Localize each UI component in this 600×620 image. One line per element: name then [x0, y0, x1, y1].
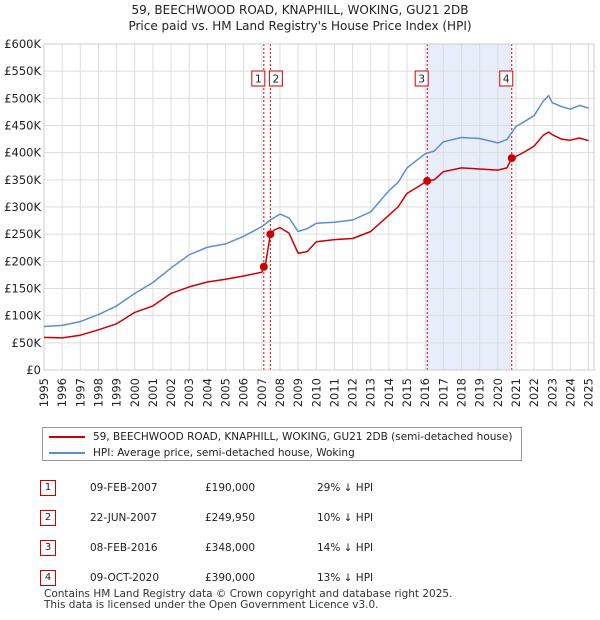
transaction-date: 09-OCT-2020 — [90, 572, 159, 584]
plot-border — [43, 43, 595, 371]
y-tick-label: £100K — [4, 309, 41, 323]
transaction-price: £249,950 — [205, 512, 256, 524]
transaction-price: £390,000 — [205, 572, 256, 584]
transactions-table: 1 09-FEB-2007 £190,000 29% ↓ HPI 2 22-JUN-200… — [40, 473, 417, 593]
legend-label-hpi: HPI: Average price, semi-detached house,… — [93, 447, 355, 459]
transaction-point — [423, 176, 432, 185]
legend-item-property: 59, BEECHWOOD ROAD, KNAPHILL, WOKING, GU… — [49, 430, 512, 444]
x-tick-label: 2021 — [509, 378, 523, 407]
x-tick-label: 1999 — [110, 378, 124, 407]
x-tick-label: 2005 — [219, 378, 233, 407]
x-tick-label: 2010 — [309, 378, 323, 407]
y-tick-label: £400K — [4, 146, 41, 160]
y-tick-label: £550K — [4, 64, 41, 78]
transaction-price: £348,000 — [205, 542, 256, 554]
x-tick-label: 2012 — [346, 378, 360, 407]
x-tick-label: 2015 — [400, 378, 414, 407]
x-tick-label: 2000 — [128, 378, 142, 407]
x-tick-label: 2002 — [164, 378, 178, 407]
x-tick-label: 2008 — [273, 378, 287, 407]
x-tick-label: 2025 — [582, 378, 596, 407]
transaction-marker-box — [414, 70, 429, 87]
transaction-point — [259, 262, 268, 271]
transaction-marker-label: 2 — [273, 74, 280, 86]
y-tick-label: £150K — [4, 282, 41, 296]
y-tick-label: £350K — [4, 173, 41, 187]
transaction-point — [266, 230, 275, 239]
x-tick-label: 2013 — [364, 378, 378, 407]
y-tick-label: £0 — [26, 363, 41, 377]
x-tick-label: 2006 — [237, 378, 251, 407]
y-tick-label: £200K — [4, 254, 41, 268]
x-tick-label: 2019 — [473, 378, 487, 407]
transaction-marker-box — [251, 70, 266, 87]
x-tick-label: 2011 — [327, 378, 341, 407]
footer-copyright: Contains HM Land Registry data © Crown c… — [44, 588, 453, 600]
transaction-date: 09-FEB-2007 — [90, 482, 158, 494]
transaction-point — [507, 154, 516, 163]
transaction-row: 1 09-FEB-2007 £190,000 29% ↓ HPI — [40, 473, 417, 503]
y-tick-label: £600K — [4, 37, 41, 51]
legend-swatch-hpi — [49, 452, 85, 454]
x-tick-label: 2004 — [200, 378, 214, 407]
y-tick-label: £450K — [4, 119, 41, 133]
x-tick-label: 2014 — [382, 378, 396, 407]
chart-subtitle: Price paid vs. HM Land Registry's House … — [128, 19, 472, 33]
x-tick-label: 2016 — [418, 378, 432, 407]
transaction-marker-label: 3 — [418, 74, 425, 86]
transaction-marker-label: 4 — [503, 74, 510, 86]
transaction-number: 3 — [40, 540, 56, 556]
chart-legend: 59, BEECHWOOD ROAD, KNAPHILL, WOKING, GU… — [42, 427, 522, 461]
legend-item-hpi: HPI: Average price, semi-detached house,… — [49, 446, 355, 460]
transaction-hpi-diff: 13% ↓ HPI — [317, 572, 374, 584]
x-tick-label: 2017 — [436, 378, 450, 407]
footer-license: This data is licensed under the Open Gov… — [44, 599, 379, 611]
price-chart: £0 £50K £100K £150K £200K £250K £300K £350K £400… — [4, 37, 596, 407]
x-tick-label: 1996 — [55, 378, 69, 407]
transaction-date: 22-JUN-2007 — [90, 512, 157, 524]
chart-title: 59, BEECHWOOD ROAD, KNAPHILL, WOKING, GU… — [131, 3, 469, 17]
transaction-row: 3 08-FEB-2016 £348,000 14% ↓ HPI — [40, 533, 417, 563]
x-tick-label: 2023 — [545, 378, 559, 407]
x-tick-label: 2009 — [291, 378, 305, 407]
x-tick-label: 1995 — [37, 378, 51, 407]
y-tick-label: £500K — [4, 91, 41, 105]
transaction-hpi-diff: 14% ↓ HPI — [317, 542, 374, 554]
transaction-number: 4 — [40, 570, 56, 586]
property-price-line — [43, 131, 589, 339]
x-tick-label: 2007 — [255, 378, 269, 407]
y-tick-label: £300K — [4, 200, 41, 214]
transaction-hpi-diff: 29% ↓ HPI — [317, 482, 374, 494]
transaction-number: 2 — [40, 510, 56, 526]
x-tick-label: 2018 — [454, 378, 468, 407]
footer: Contains HM Land Registry data © Crown c… — [44, 589, 452, 611]
transaction-marker-label: 1 — [255, 74, 262, 86]
x-tick-label: 2020 — [491, 378, 505, 407]
x-tick-label: 2001 — [146, 378, 160, 407]
transaction-row: 4 09-OCT-2020 £390,000 13% ↓ HPI — [40, 563, 417, 593]
legend-swatch-property — [49, 436, 85, 438]
x-tick-label: 2024 — [563, 378, 577, 407]
x-tick-label: 2003 — [182, 378, 196, 407]
transaction-number: 1 — [40, 480, 56, 496]
x-tick-label: 1998 — [91, 378, 105, 407]
transaction-price: £190,000 — [205, 482, 256, 494]
transaction-date: 08-FEB-2016 — [90, 542, 158, 554]
transaction-row: 2 22-JUN-2007 £249,950 10% ↓ HPI — [40, 503, 417, 533]
transaction-hpi-diff: 10% ↓ HPI — [317, 512, 374, 524]
hpi-line — [43, 94, 589, 328]
x-tick-label: 2022 — [527, 378, 541, 407]
transaction-marker-box — [268, 70, 283, 87]
transaction-marker-box — [499, 70, 514, 87]
y-tick-label: £50K — [12, 336, 42, 350]
legend-label-property: 59, BEECHWOOD ROAD, KNAPHILL, WOKING, GU… — [93, 431, 513, 443]
x-tick-label: 1997 — [73, 378, 87, 407]
y-tick-label: £250K — [4, 227, 41, 241]
